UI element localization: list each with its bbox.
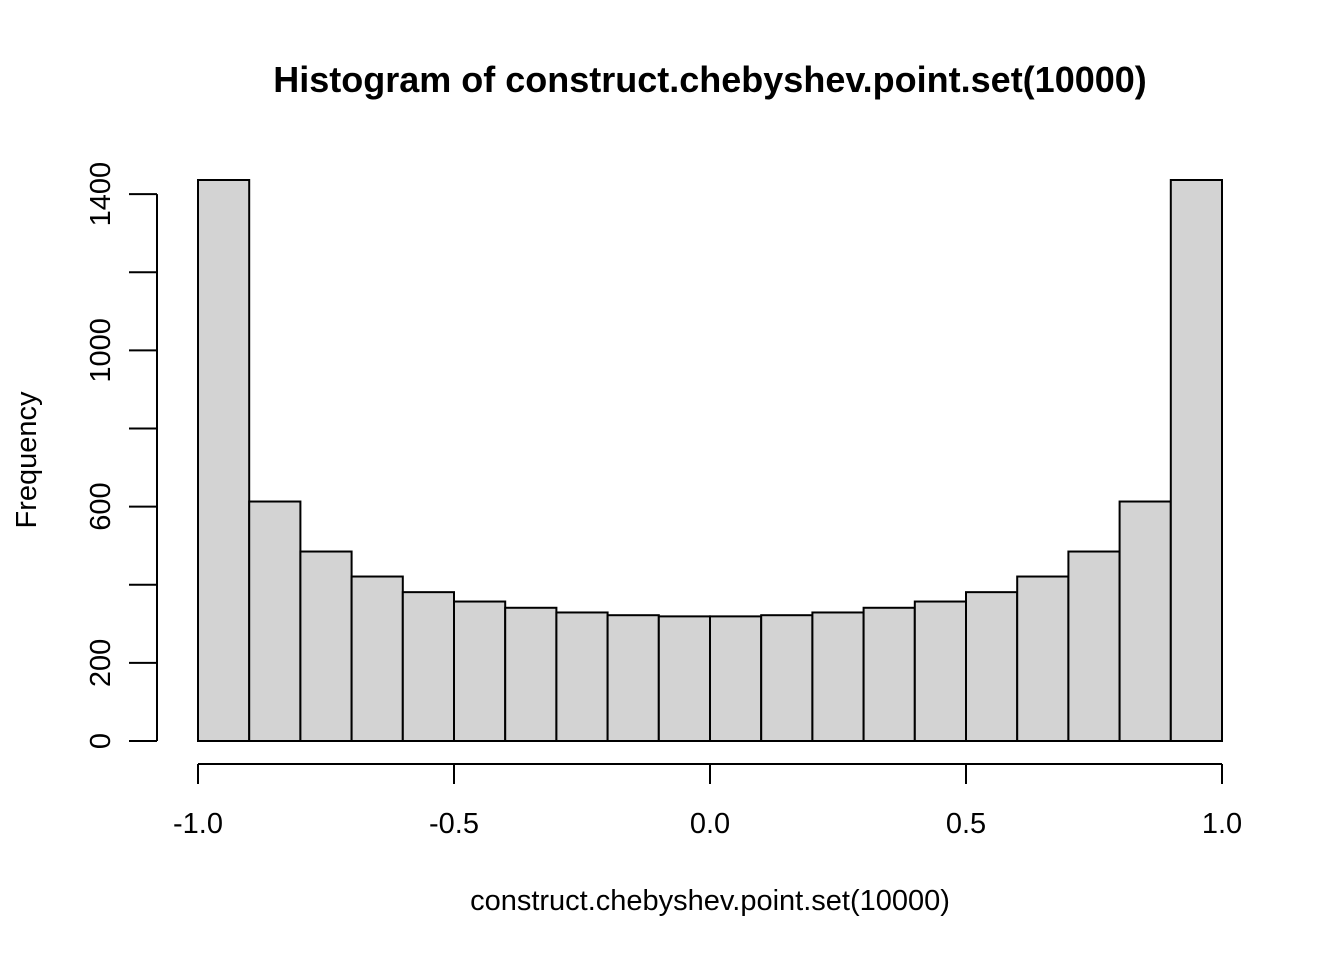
histogram-bar <box>760 614 814 742</box>
histogram-bar <box>504 606 558 743</box>
histogram-bar <box>248 500 302 743</box>
histogram-bar <box>965 591 1019 742</box>
histogram-bar <box>350 575 404 743</box>
histogram-bar <box>299 550 353 742</box>
histogram-bar <box>1169 179 1224 742</box>
chart-title: Histogram of construct.chebyshev.point.s… <box>273 59 1147 100</box>
y-tick-label: 1400 <box>85 162 117 227</box>
x-axis: -1.0 -0.5 0.0 0.5 1.0 <box>173 763 1242 840</box>
y-tick-label: 600 <box>85 482 117 530</box>
y-tick-label: 1000 <box>85 318 117 383</box>
histogram-bar <box>555 611 609 742</box>
x-tick-label: 0.5 <box>946 808 986 840</box>
histogram-bar <box>606 614 660 742</box>
histogram-bar <box>811 611 865 742</box>
histogram-bar <box>1118 500 1172 743</box>
x-tick-label: 0.0 <box>690 808 730 840</box>
y-axis-label: Frequency <box>11 391 43 529</box>
x-tick-label: -0.5 <box>429 808 479 840</box>
histogram-bar <box>709 615 763 743</box>
y-tick-label: 0 <box>85 733 117 749</box>
histogram-bar <box>401 591 455 742</box>
x-axis-label: construct.chebyshev.point.set(10000) <box>470 885 950 917</box>
histogram-bar <box>913 600 967 742</box>
x-tick-label: 1.0 <box>1202 808 1242 840</box>
y-axis: 0 200 600 1000 1400 <box>85 162 158 749</box>
x-tick-label: -1.0 <box>173 808 223 840</box>
histogram-bar <box>1016 575 1070 743</box>
histogram-bar <box>1067 550 1121 742</box>
bars-group <box>197 179 1224 743</box>
y-tick-label: 200 <box>85 639 117 687</box>
histogram-bar <box>862 606 916 743</box>
histogram-bar <box>453 600 507 742</box>
histogram-bar <box>657 615 711 743</box>
histogram-bar <box>197 179 251 742</box>
